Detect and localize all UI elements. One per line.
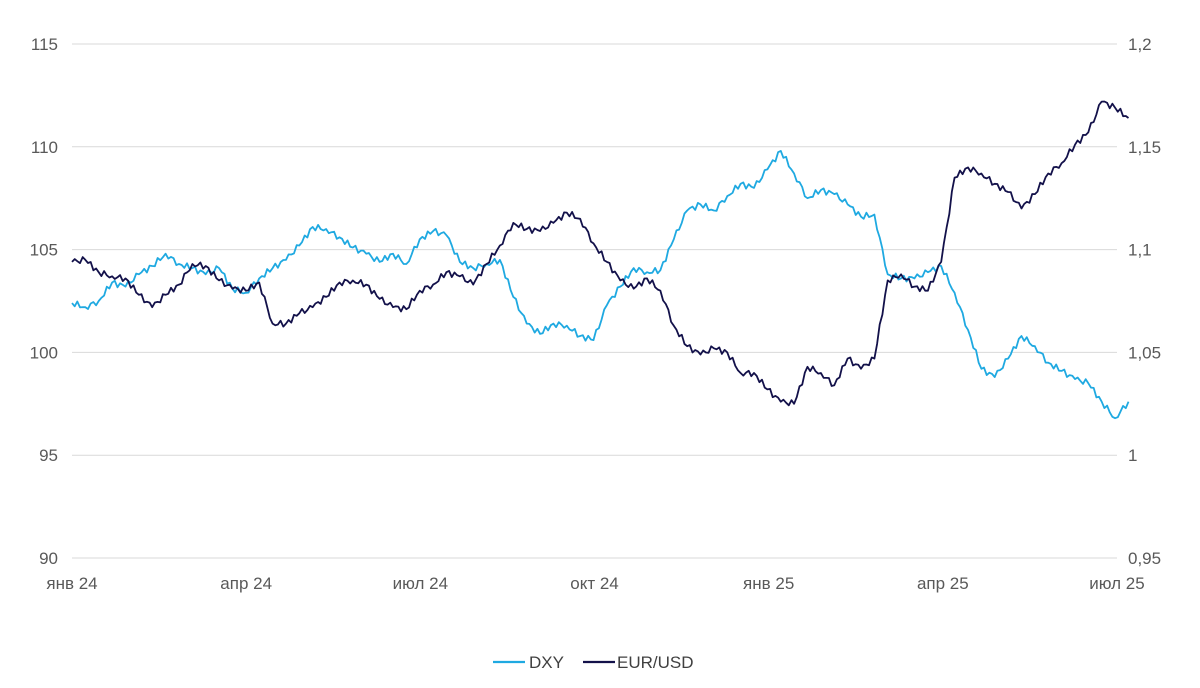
x-tick-label: янв 25 (743, 574, 794, 593)
left-tick-label: 110 (31, 138, 58, 157)
left-tick-label: 115 (31, 35, 58, 54)
right-tick-label: 1,2 (1128, 35, 1152, 54)
left-tick-label: 100 (30, 343, 58, 362)
series-line-eurusd (71, 100, 1130, 407)
left-tick-label: 105 (30, 241, 58, 260)
right-axis-ticks: 0,95 1 1,05 1,1 1,15 1,2 (1128, 35, 1161, 568)
x-tick-label: апр 24 (220, 574, 272, 593)
series-line-dxy (71, 150, 1130, 420)
right-tick-label: 1,15 (1128, 138, 1161, 157)
legend: DXY EUR/USD (493, 653, 694, 672)
x-tick-label: июл 24 (393, 574, 448, 593)
x-tick-label: июл 25 (1089, 574, 1144, 593)
series-layer (71, 100, 1130, 420)
x-axis-ticks: янв 24 апр 24 июл 24 окт 24 янв 25 апр 25 июл … (46, 574, 1144, 593)
left-axis-ticks: 90 95 100 105 110 115 (30, 35, 58, 568)
legend-label: EUR/USD (617, 653, 694, 672)
right-tick-label: 1 (1128, 446, 1137, 465)
right-tick-label: 1,1 (1128, 241, 1152, 260)
right-tick-label: 1,05 (1128, 343, 1161, 362)
left-tick-label: 90 (39, 549, 58, 568)
legend-label: DXY (529, 653, 564, 672)
x-tick-label: окт 24 (570, 574, 619, 593)
left-tick-label: 95 (39, 446, 58, 465)
grid-layer (72, 43, 1117, 559)
right-tick-label: 0,95 (1128, 549, 1161, 568)
x-tick-label: янв 24 (46, 574, 97, 593)
x-tick-label: апр 25 (917, 574, 969, 593)
